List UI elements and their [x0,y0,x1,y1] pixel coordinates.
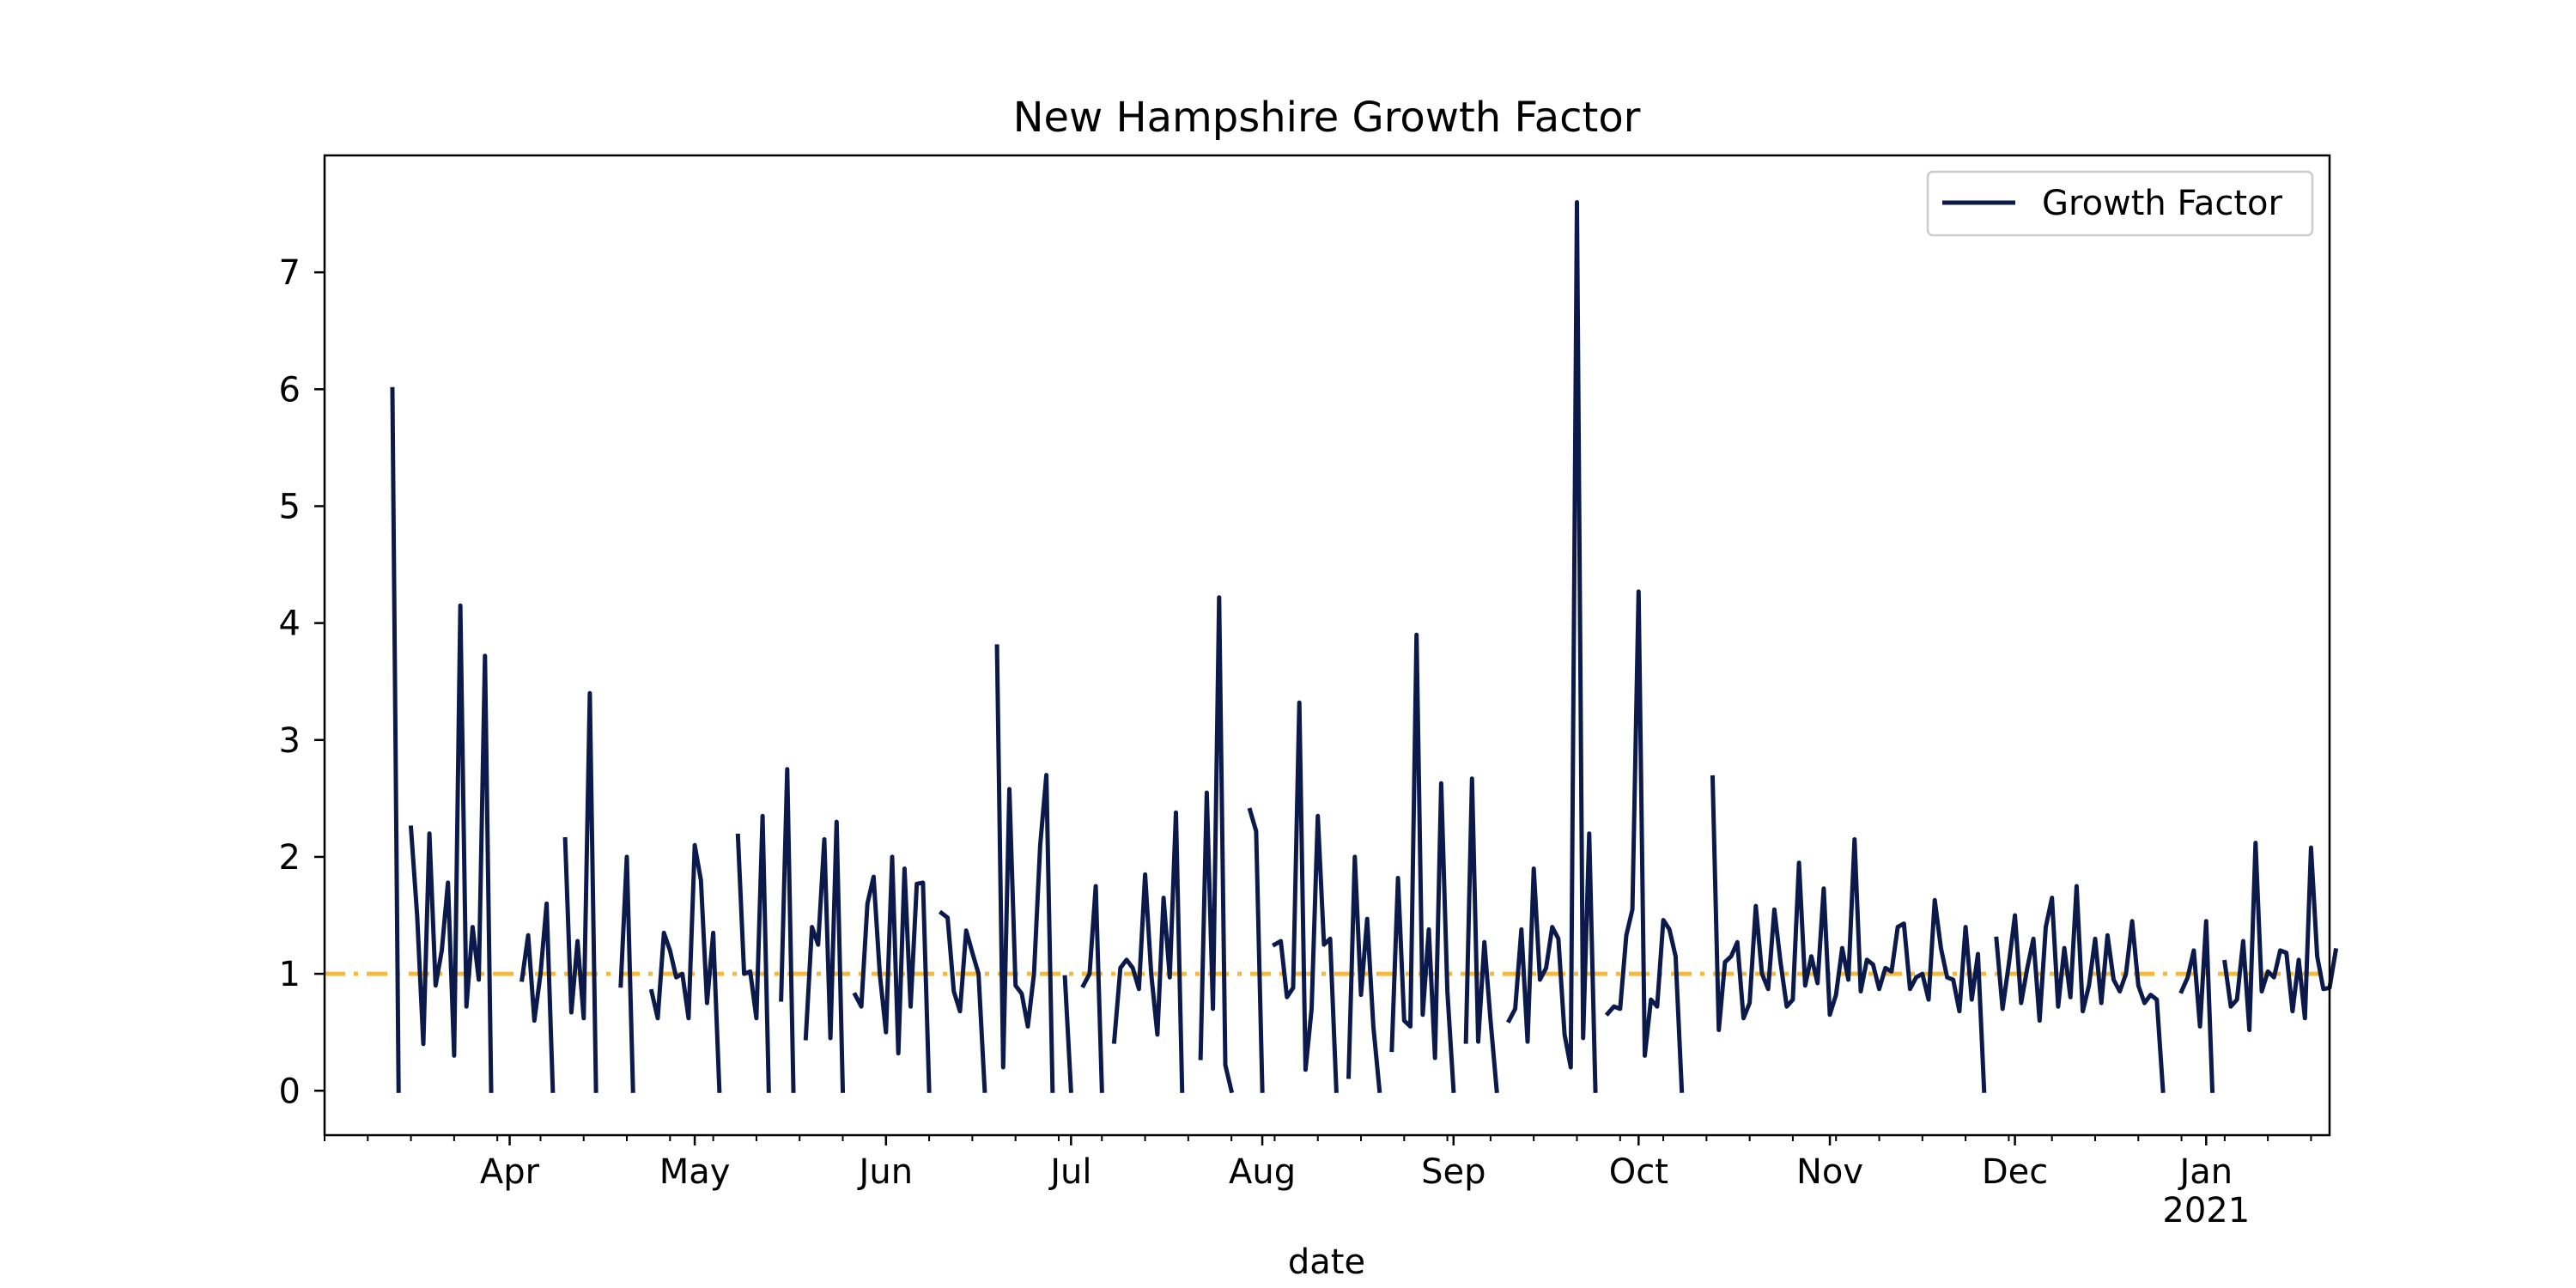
x-tick-label: Nov [1796,1152,1863,1192]
series-line-segment [562,690,598,1093]
y-tick-label: 3 [279,721,301,761]
y-axis: 0 1 2 3 4 5 6 7 [279,253,325,1111]
series-line-segment [1710,775,1987,1093]
axes-frame [323,154,2331,1137]
series-line-segment [1463,776,1499,1094]
x-tick-label: May [659,1152,731,1192]
legend-label-growth-factor: Growth Factor [2042,184,2282,223]
series-line-segment [1506,200,1598,1093]
series-line-segment [1604,589,1685,1093]
series-line-segment [1111,810,1185,1093]
series-line-segment [779,767,796,1093]
x-tick-label: Sep [1421,1152,1485,1192]
x-tick-label: Jan [2177,1152,2233,1192]
series-line-segment [1247,807,1265,1093]
legend: Growth Factor [1926,170,2314,237]
y-tick-label: 2 [279,838,301,878]
series-line-segment [1198,595,1235,1094]
y-tick-label: 6 [279,370,301,410]
y-tick-label: 5 [279,487,301,526]
series-line-segment [390,386,401,1093]
x-tick-label: Dec [1982,1152,2048,1192]
x-tick-label: Oct [1609,1152,1668,1192]
y-tick-label: 1 [279,955,301,994]
series-line-segment [1346,854,1382,1094]
x-tick-label: Apr [480,1152,540,1192]
y-tick-label: 4 [279,605,301,644]
series-line-segment [1389,632,1456,1093]
series-line-segment [408,603,494,1093]
series-line-segment [1080,884,1104,1093]
series-line-segment [1062,975,1073,1093]
x-tick-label: Jun [857,1152,914,1192]
x-axis-label: date [1288,1242,1365,1282]
plot-area [325,200,2339,1094]
y-tick-label: 7 [279,253,301,293]
series-line-segment [618,854,635,1093]
x-tick-label: Aug [1229,1152,1296,1192]
series-line-segment [852,854,932,1093]
series-line-segment [648,842,722,1093]
series-line-segment [1994,884,2166,1093]
series-layer [390,200,2339,1094]
y-tick-label: 0 [279,1072,301,1111]
chart-title: New Hampshire Growth Factor [1013,94,1641,142]
series-line-segment [994,644,1055,1093]
series-line-segment [2222,841,2339,1032]
series-line-segment [803,819,846,1093]
x-tick-label: Jul [1048,1152,1091,1192]
series-line-segment [1271,700,1339,1093]
series-line-segment [519,901,556,1093]
series-line-segment [2178,919,2215,1093]
series-line-segment [938,909,987,1093]
x-tick-sublabel: 2021 [2162,1191,2250,1230]
legend-box [1926,170,2314,237]
series-line-segment [735,813,771,1093]
